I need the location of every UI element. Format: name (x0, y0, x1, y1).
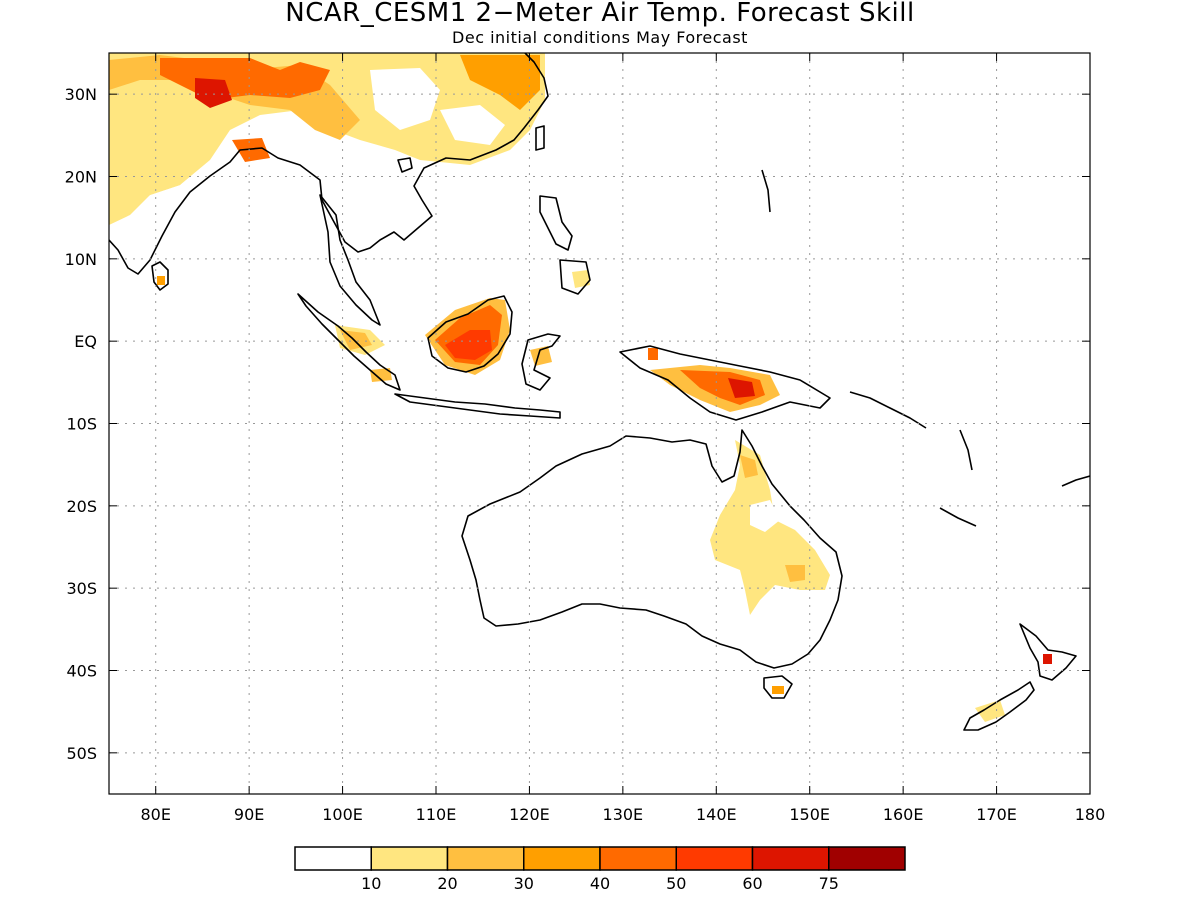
y-tick-label: 20N (65, 168, 97, 187)
coast-taiwan (535, 125, 545, 151)
coastlines (109, 53, 1090, 731)
shade-sulawesi (530, 346, 552, 366)
coast-nz-south (963, 681, 1035, 731)
coast-newguinea (619, 345, 831, 421)
x-tick-label: 100E (322, 805, 363, 824)
shade-china-hole (440, 105, 505, 145)
coast-sulawesi (521, 333, 561, 391)
y-tick-label: 10S (66, 415, 97, 434)
colorbar-swatch (828, 846, 906, 871)
y-tick-label: 50S (66, 744, 97, 763)
coast-mindanao (559, 259, 591, 295)
x-tick-label: 170E (976, 805, 1017, 824)
colorbar-label: 20 (437, 874, 457, 893)
coast-sumatra (297, 293, 401, 391)
coast-malay (319, 194, 381, 326)
x-tick-label: 90E (234, 805, 264, 824)
coast-australia (461, 429, 843, 669)
shade-aus-orange-2 (785, 565, 805, 582)
colorbar-swatch (751, 846, 830, 871)
x-tick-label: 120E (509, 805, 550, 824)
y-tick-label: 30S (66, 579, 97, 598)
coast-fiji (1061, 475, 1090, 487)
coast-solomon (849, 391, 927, 429)
shade-nz-north (1043, 654, 1052, 664)
coast-hainan (397, 157, 413, 173)
shade-srilanka (157, 276, 165, 285)
gridlines (109, 53, 1090, 794)
shade-nz-south (975, 700, 1005, 722)
x-tick-label: 180 (1075, 805, 1106, 824)
shade-tasmania (772, 686, 784, 694)
coast-marianas (761, 169, 771, 213)
shade-india-west (109, 145, 200, 220)
shade-java (370, 368, 392, 382)
shade-bangla (232, 138, 270, 162)
map-subtitle: Dec initial conditions May Forecast (452, 28, 748, 47)
y-tick-label: EQ (74, 332, 97, 351)
colorbar-swatch (523, 846, 601, 871)
x-tick-label: 110E (416, 805, 457, 824)
shade-china-orange (460, 55, 540, 110)
shade-borneo-red (445, 330, 492, 360)
coast-borneo (427, 295, 513, 373)
y-tick-label: 30N (65, 85, 97, 104)
shade-tibet-holes (370, 68, 440, 130)
colorbar-swatch (446, 846, 525, 871)
y-tick-label: 10N (65, 250, 97, 269)
colorbar-label: 75 (819, 874, 839, 893)
coast-newcaledonia (939, 507, 977, 527)
colorbar-label: 10 (361, 874, 381, 893)
x-tick-label: 160E (883, 805, 924, 824)
colorbar-swatch (599, 846, 677, 871)
map-title: NCAR_CESM1 2−Meter Air Temp. Forecast Sk… (285, 0, 915, 28)
y-axis: 30N 20N 10N EQ 10S 20S 30S 40S 50S (65, 85, 1090, 763)
shade-aus-hole (750, 500, 780, 532)
x-tick-label: 130E (603, 805, 644, 824)
coast-vanuatu (959, 429, 973, 471)
colorbar-label: 60 (742, 874, 762, 893)
colorbar-label: 40 (590, 874, 610, 893)
colorbar-swatch (675, 846, 754, 871)
shade-png-red (728, 378, 755, 398)
y-tick-label: 40S (66, 662, 97, 681)
colorbar-label: 30 (514, 874, 534, 893)
coast-nz-north (1019, 623, 1077, 681)
coast-luzon (539, 195, 573, 251)
y-tick-label: 20S (66, 497, 97, 516)
shade-philippines (572, 270, 590, 288)
shade-aus-orange (740, 455, 758, 478)
x-tick-label: 80E (140, 805, 170, 824)
x-tick-label: 150E (789, 805, 830, 824)
colorbar-swatch (294, 846, 372, 871)
shade-tibet-darkred (195, 78, 232, 108)
coast-tasmania (763, 675, 793, 699)
coast-java (394, 393, 561, 419)
shade-png-small (648, 348, 658, 360)
colorbar-swatch (370, 846, 449, 871)
x-axis: 80E 90E 100E 110E 120E 130E 140E 150E 160E 170E 18… (140, 53, 1105, 824)
coast-asia (109, 53, 549, 275)
coast-srilanka (151, 261, 169, 291)
colorbar-label: 50 (666, 874, 686, 893)
colorbar: 10 20 30 40 50 60 75 (294, 846, 906, 893)
x-tick-label: 140E (696, 805, 737, 824)
skill-shading (109, 53, 1052, 722)
